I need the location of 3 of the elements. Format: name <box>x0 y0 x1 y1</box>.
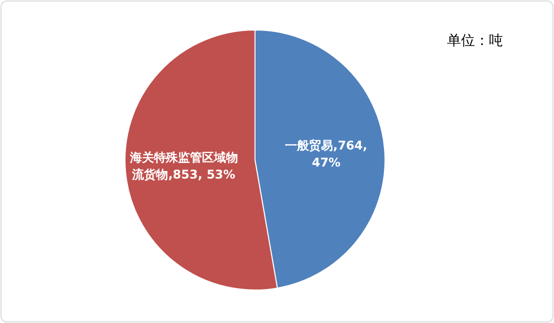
slice-label: 一般贸易,764, 47% <box>285 138 368 170</box>
slice-label: 海关特殊监管区域物流货物,853, 53% <box>128 150 238 182</box>
text: 单位：吨 <box>447 33 503 49</box>
